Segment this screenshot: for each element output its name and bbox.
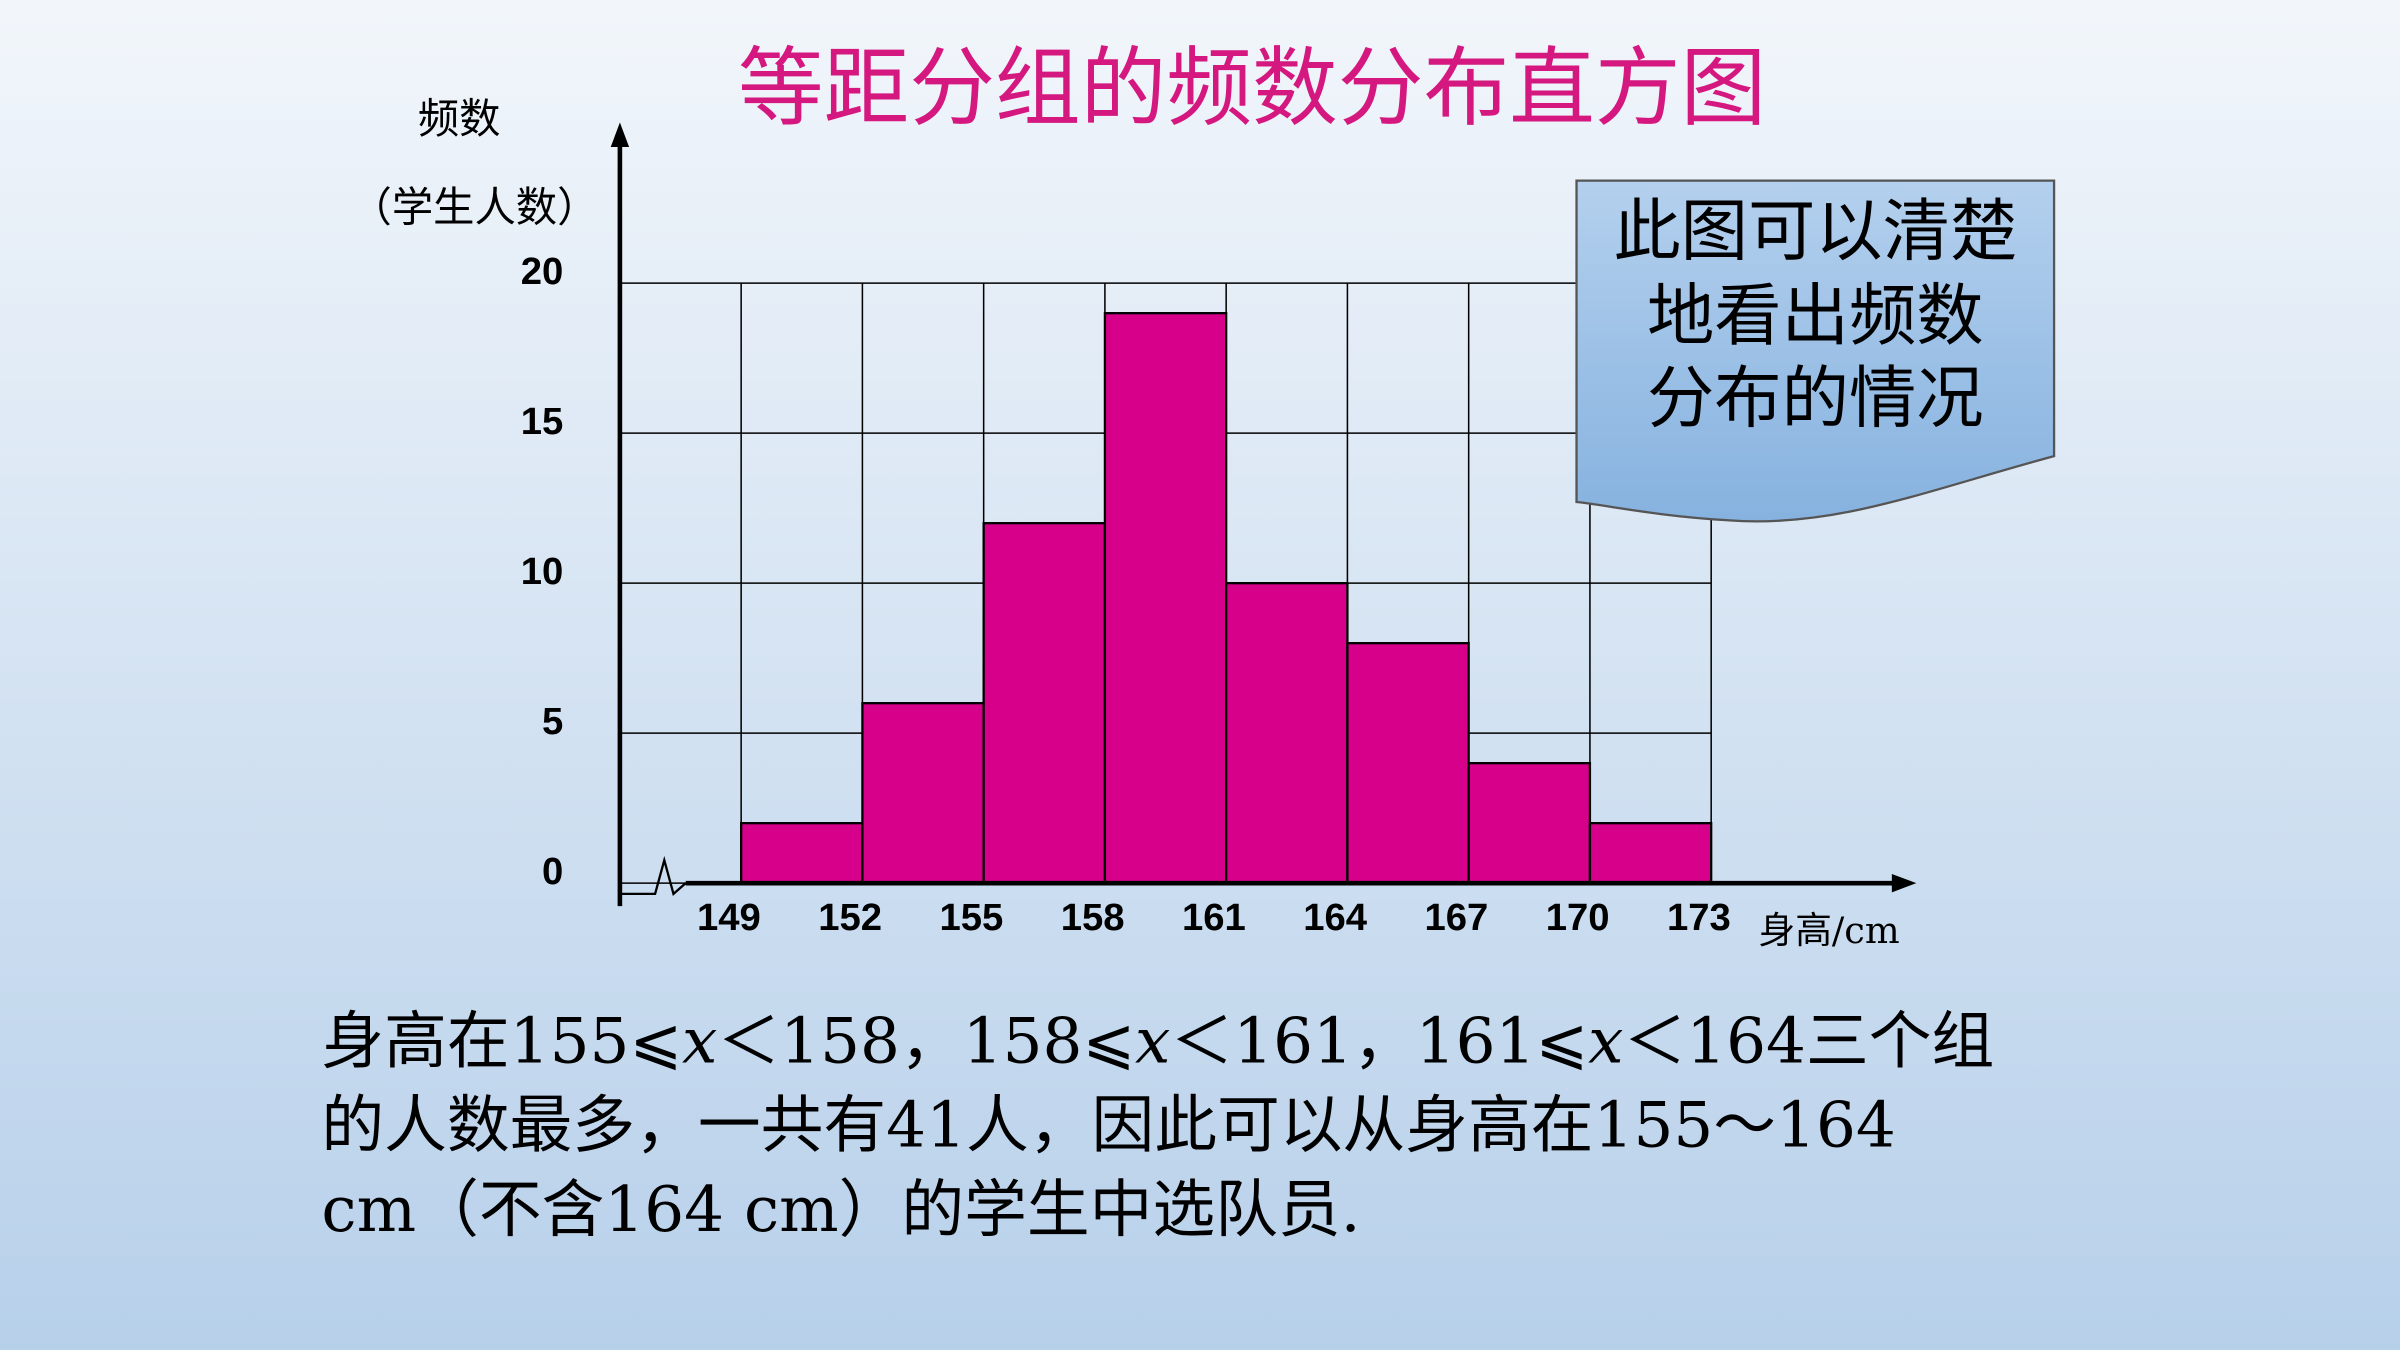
y-axis-label-sub: （学生人数） [351,184,599,232]
bar [1467,762,1592,885]
note-line: 的人数最多，一共有41人，因此可以从身高在155～164 [321,1088,1895,1161]
note-text: ＜164三个组 [1623,1004,1994,1077]
callout-text: 分布的情况 [1647,359,1984,438]
y-tick-label: 10 [521,550,564,593]
callout-box [1575,179,2056,523]
note-text: x [682,1004,717,1077]
x-tick-label: 149 [697,896,761,939]
note-text: cm（不含164 cm）的学生中选队员. [321,1172,1360,1245]
bar [1346,642,1470,885]
chart-title: 等距分组的频数分布直方图 [738,38,1766,138]
x-tick-label: 167 [1425,896,1489,939]
note-line: 身高在155⩽x＜158，158⩽x＜161，161⩽x＜164三个组 [321,1004,1994,1077]
note-text: 身高在155⩽ [321,1004,682,1077]
y-tick-label: 15 [521,400,564,443]
bar [982,522,1107,885]
note-text: ＜161，161⩽ [1170,1004,1588,1077]
x-tick-label: 158 [1061,896,1125,939]
note-text: 的人数最多，一共有41人，因此可以从身高在155～164 [321,1088,1895,1161]
x-tick-label: 152 [818,896,882,939]
note-text: ＜158，158⩽ [717,1004,1135,1077]
note: 身高在155⩽x＜158，158⩽x＜161，161⩽x＜164三个组的人数最多… [321,1004,1994,1245]
bar [1588,822,1713,885]
x-axis-arrow [1891,873,1917,893]
callout-text: 地看出频数 [1647,276,1984,355]
y-axis-label: 频数 [418,95,501,143]
note-line: cm（不含164 cm）的学生中选队员. [321,1172,1360,1245]
bar [1103,312,1228,885]
x-axis-label: 身高/cm [1758,909,1899,952]
x-tick-label: 161 [1182,896,1246,939]
y-axis-arrow [610,122,630,147]
x-tick-label: 173 [1667,896,1731,939]
y-tick-label: 0 [542,850,563,893]
x-tick-label: 164 [1303,896,1368,939]
x-tick-label: 170 [1546,896,1610,939]
note-text: x [1588,1004,1623,1077]
y-tick-label: 20 [521,250,564,293]
axis-break [619,855,687,896]
bar [740,822,864,885]
x-tick-label: 155 [939,896,1003,939]
note-text: x [1135,1004,1170,1077]
y-tick-label: 5 [542,700,563,743]
bar [1225,582,1349,885]
bar [861,702,985,885]
callout-text: 此图可以清楚 [1613,192,2017,271]
